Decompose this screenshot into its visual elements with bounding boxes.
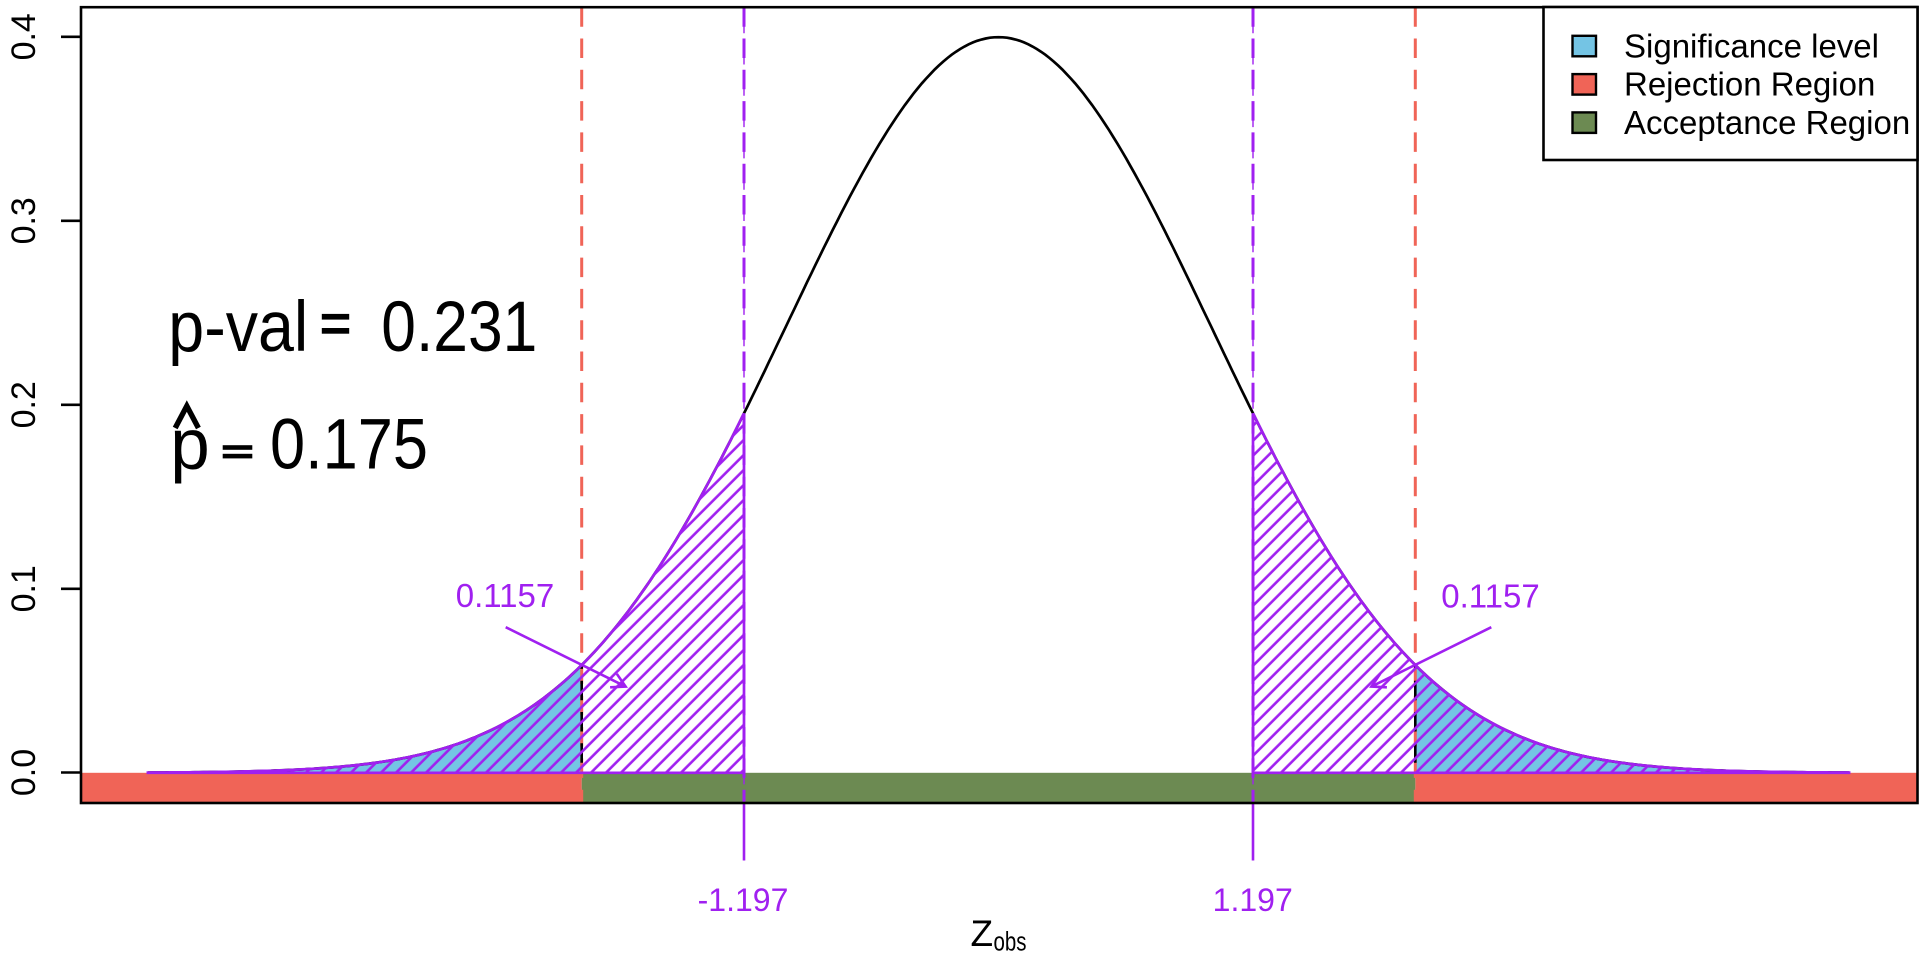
- svg-text:p-val: p-val: [168, 288, 308, 367]
- svg-text:p: p: [170, 406, 210, 485]
- svg-text:0.4: 0.4: [5, 13, 43, 60]
- svg-text:Acceptance Region: Acceptance Region: [1624, 104, 1910, 141]
- svg-text:obs: obs: [994, 927, 1027, 957]
- svg-text:Significance level: Significance level: [1624, 27, 1879, 64]
- svg-text:0.1157: 0.1157: [1441, 578, 1539, 615]
- svg-text:0.3: 0.3: [5, 197, 43, 244]
- svg-text:Z: Z: [971, 913, 994, 954]
- svg-text:0.1157: 0.1157: [456, 577, 554, 614]
- svg-text:0.1: 0.1: [5, 565, 43, 612]
- svg-text:0.231: 0.231: [381, 288, 537, 367]
- svg-text:0.0: 0.0: [5, 749, 43, 796]
- svg-text:0.2: 0.2: [5, 381, 43, 428]
- svg-text:Rejection Region: Rejection Region: [1624, 66, 1875, 103]
- svg-text:0.175: 0.175: [270, 406, 428, 485]
- svg-text:-1.197: -1.197: [698, 882, 789, 918]
- svg-text:1.197: 1.197: [1213, 882, 1293, 918]
